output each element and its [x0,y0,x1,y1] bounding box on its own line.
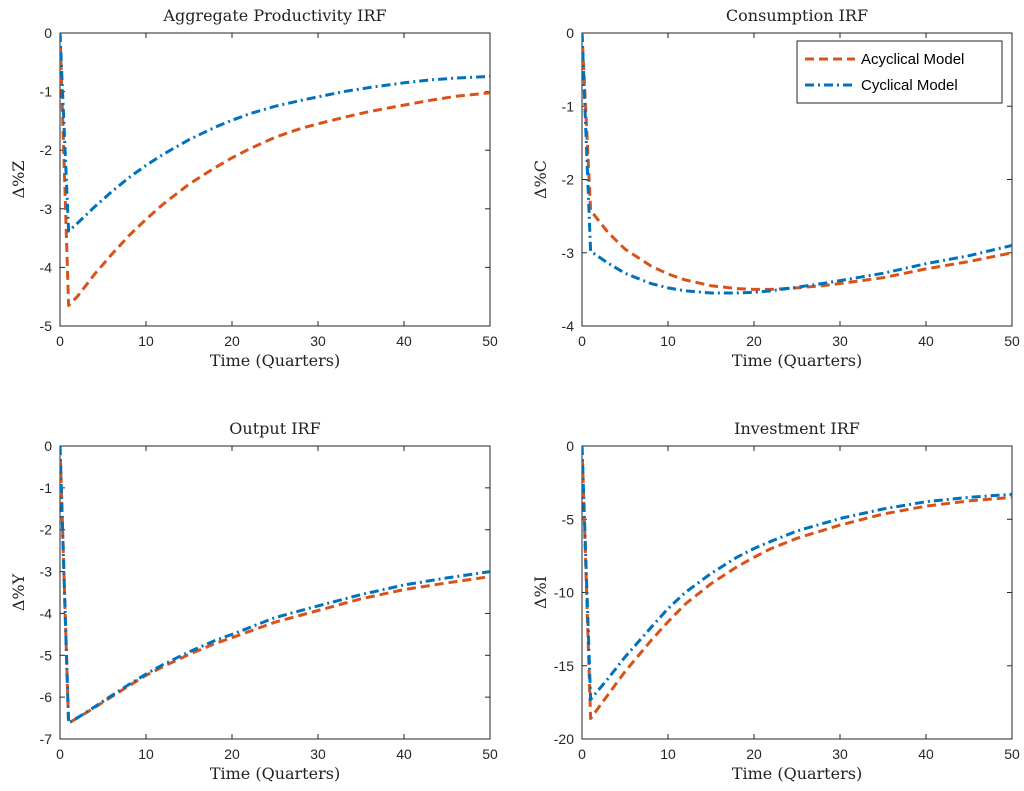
x-tick-label: 40 [918,746,934,762]
x-tick-label: 10 [138,746,154,762]
chart-panel-4: Investment IRF 0 10 20 30 40 50 -20 -15 -10 -5 0 Tim… [531,419,1020,783]
x-tick-label: 40 [918,333,934,349]
y-tick-label: -5 [40,318,53,334]
y-tick-label: -1 [40,84,53,100]
series-line-acyclical-model [582,32,1012,291]
series-line-cyclical-model [582,32,1012,295]
x-tick-label: 0 [578,746,586,762]
legend-label: Acyclical Model [861,51,964,68]
x-tick-label: 20 [224,746,240,762]
y-tick-label: -20 [554,731,574,747]
legend-box [796,40,1003,104]
y-axis-label: Δ%Y [9,573,28,611]
y-tick-label: -7 [40,731,53,747]
x-tick-label: 30 [832,746,848,762]
x-tick-label: 50 [482,333,498,349]
y-tick-label: -1 [562,98,575,114]
y-tick-label: 0 [566,25,574,41]
chart-title: Aggregate Productivity IRF [162,6,386,25]
y-tick-label: -2 [40,142,53,158]
chart-title: Investment IRF [734,419,860,438]
series-line-cyclical-model [60,445,490,725]
x-tick-label: 30 [832,333,848,349]
y-tick-label: -5 [562,511,575,527]
y-tick-label: -10 [554,585,574,601]
y-tick-label: -4 [40,259,53,275]
x-axis-label: Time (Quarters) [210,351,340,370]
y-tick-label: -15 [554,658,574,674]
x-axis-label: Time (Quarters) [732,764,862,783]
x-tick-label: 20 [224,333,240,349]
y-tick-label: -2 [40,522,53,538]
y-tick-label: 0 [566,438,574,454]
x-tick-label: 30 [310,746,326,762]
x-tick-label: 50 [1004,746,1020,762]
chart-panel-2: Consumption IRF 0 10 20 30 40 50 -4 -3 -2 -1 0 Time … [531,6,1020,370]
chart-panel-1: Aggregate Productivity IRF 0 10 20 30 40 50 -5 -… [9,6,498,370]
series-line-acyclical-model [582,445,1012,720]
series-line-cyclical-model [582,445,1012,701]
y-tick-label: -6 [40,689,53,705]
y-tick-label: -1 [40,480,53,496]
x-tick-label: 0 [578,333,586,349]
y-axis-label: Δ%I [531,576,550,609]
plot-area-frame [581,445,1013,740]
y-tick-label: 0 [44,438,52,454]
x-axis-label: Time (Quarters) [210,764,340,783]
chart-title: Output IRF [229,419,320,438]
x-tick-label: 30 [310,333,326,349]
chart-title: Consumption IRF [726,6,868,25]
y-tick-label: -2 [562,172,575,188]
y-tick-label: -4 [40,605,53,621]
x-tick-label: 50 [1004,333,1020,349]
x-tick-label: 10 [660,333,676,349]
x-tick-label: 50 [482,746,498,762]
x-tick-label: 10 [660,746,676,762]
y-tick-label: 0 [44,25,52,41]
y-tick-label: -5 [40,647,53,663]
plot-area-frame [59,32,491,327]
x-tick-label: 10 [138,333,154,349]
x-tick-label: 40 [396,746,412,762]
series-line-acyclical-model [60,445,490,725]
series-line-acyclical-model [60,32,490,307]
x-tick-label: 0 [56,746,64,762]
x-tick-label: 20 [746,746,762,762]
y-axis-label: Δ%Z [9,161,28,199]
x-tick-label: 40 [396,333,412,349]
x-axis-label: Time (Quarters) [732,351,862,370]
legend-label: Cyclical Model [861,77,958,94]
x-tick-label: 0 [56,333,64,349]
y-axis-label: Δ%C [531,160,550,199]
y-tick-label: -4 [562,318,575,334]
chart-panel-3: Output IRF 0 10 20 30 40 50 -7 -6 -5 -4 -3 -2 -1 0 Time… [9,419,498,783]
plot-area-frame [59,445,491,740]
y-tick-label: -3 [40,201,53,217]
y-tick-label: -3 [562,245,575,261]
y-tick-label: -3 [40,564,53,580]
x-tick-label: 20 [746,333,762,349]
legend: Acyclical Model Cyclical Model [796,40,1003,104]
series-line-cyclical-model [60,32,490,233]
